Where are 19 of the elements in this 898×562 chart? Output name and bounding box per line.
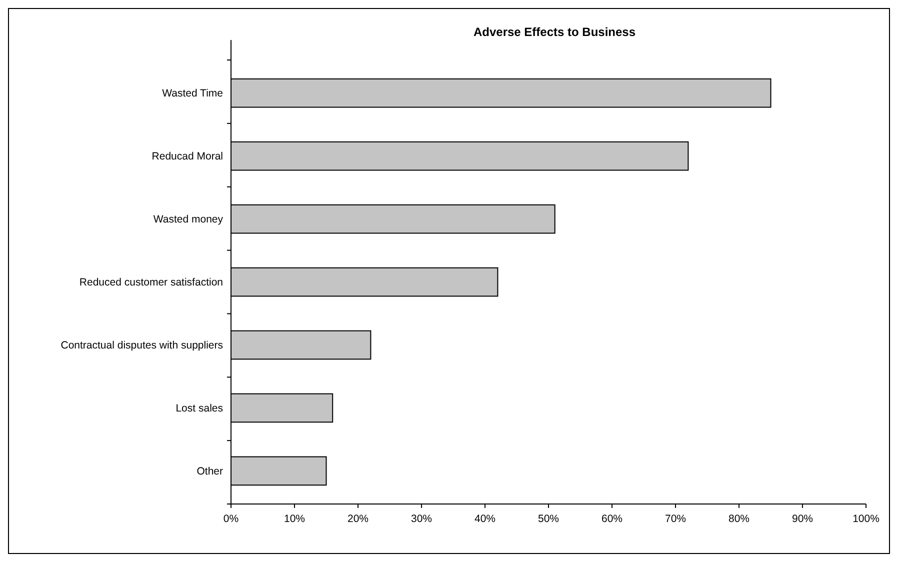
y-tick-label: Wasted Time [162, 88, 224, 100]
x-tick-label: 40% [474, 513, 496, 525]
y-tick-label: Other [196, 466, 224, 478]
y-tick-label: Reduced customer satisfaction [79, 276, 224, 289]
y-tick-label: Contractual disputes with suppliers [60, 340, 223, 352]
chart-title: Adverse Effects to Business [473, 25, 636, 39]
x-tick-label: 100% [852, 513, 880, 525]
x-tick-label: 10% [284, 513, 306, 525]
y-tick-label: Lost sales [176, 402, 223, 415]
x-tick-label: 50% [538, 513, 560, 525]
x-tick-label: 60% [601, 513, 623, 525]
y-tick-label: Wasted money [153, 214, 224, 226]
x-tick-label: 0% [223, 513, 239, 525]
x-tick-label: 30% [410, 513, 432, 525]
y-tick-label: Reducad Moral [152, 150, 223, 163]
x-tick-label: 20% [347, 513, 369, 525]
x-tick-label: 90% [792, 513, 814, 525]
x-tick-label: 70% [664, 513, 686, 525]
x-tick-label: 80% [728, 513, 750, 525]
